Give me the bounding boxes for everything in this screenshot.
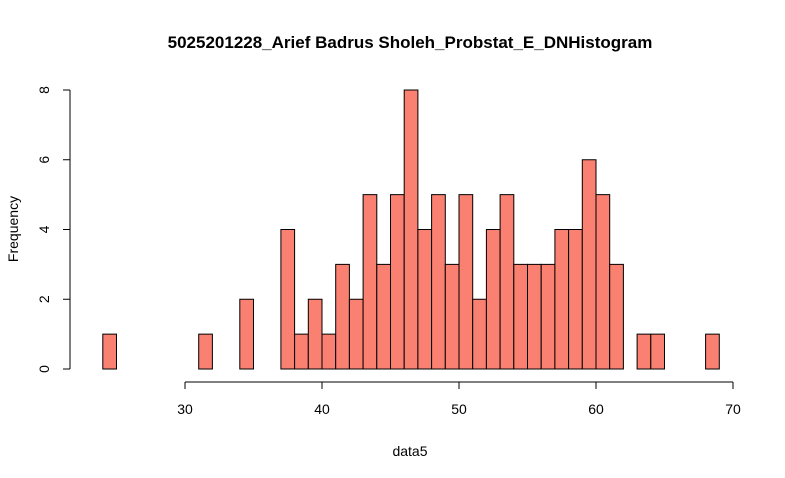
histogram-bar — [403, 89, 419, 370]
histogram-bar — [417, 229, 433, 370]
histogram-bar — [335, 263, 350, 370]
x-axis-label: data5 — [392, 443, 427, 459]
histogram-bar — [554, 229, 570, 370]
x-tick-label: 50 — [451, 401, 467, 417]
histogram-bar — [102, 333, 118, 370]
y-tick-label: 8 — [36, 86, 52, 94]
bars-group — [102, 89, 720, 370]
y-tick-label: 6 — [36, 156, 52, 164]
histogram-bar — [705, 333, 720, 370]
histogram-bar — [348, 298, 364, 370]
histogram-bar — [540, 263, 556, 370]
histogram-bar — [390, 194, 405, 370]
x-tick-label: 70 — [725, 401, 741, 417]
histogram-bar — [568, 229, 583, 370]
histogram-bar — [650, 333, 665, 370]
histogram-bar — [444, 263, 460, 370]
histogram-bar — [321, 333, 337, 370]
y-tick-label: 4 — [36, 225, 52, 233]
histogram-bar — [239, 298, 255, 370]
y-tick-label: 2 — [36, 295, 52, 303]
x-tick-label: 60 — [588, 401, 604, 417]
histogram-bar — [294, 333, 309, 370]
histogram-bar — [376, 263, 391, 370]
histogram-bar — [499, 194, 515, 370]
histogram-bar — [472, 298, 487, 370]
x-tick-label: 30 — [177, 401, 193, 417]
histogram-bar — [362, 194, 378, 370]
histogram-bar — [280, 229, 296, 370]
histogram-bar — [527, 263, 542, 370]
chart-title: 5025201228_Arief Badrus Sholeh_Probstat_… — [168, 33, 653, 52]
histogram-bar — [609, 263, 624, 370]
histogram-bar — [458, 194, 474, 370]
y-tick-label: 0 — [36, 365, 52, 373]
y-axis-label: Frequency — [5, 196, 21, 262]
histogram-bar — [485, 229, 501, 370]
histogram-bar — [198, 333, 213, 370]
histogram-bar — [581, 159, 597, 370]
y-axis: 0 2 4 6 8 — [36, 86, 71, 373]
histogram-bar — [595, 194, 611, 370]
histogram-bar — [513, 263, 528, 370]
histogram-bar — [431, 194, 446, 370]
histogram-bar — [307, 298, 323, 370]
x-axis: 30 40 50 60 70 — [177, 381, 741, 417]
x-tick-label: 40 — [314, 401, 330, 417]
histogram-bar — [636, 333, 652, 370]
